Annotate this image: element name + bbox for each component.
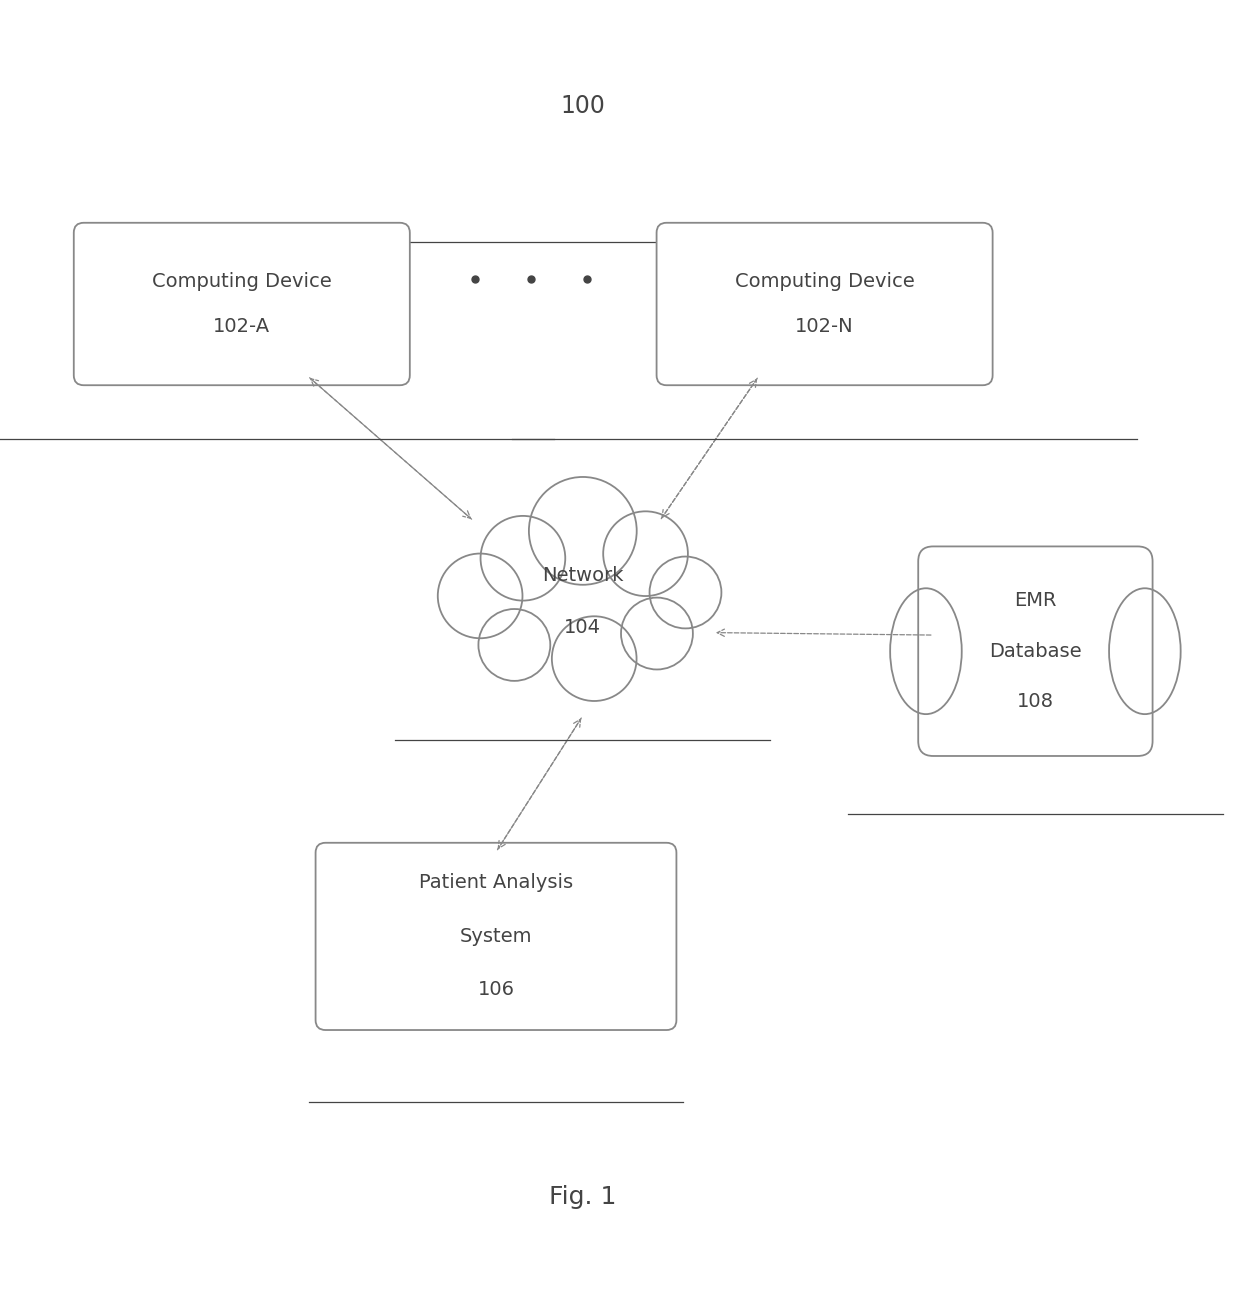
Text: 104: 104: [564, 618, 601, 637]
Circle shape: [650, 556, 722, 628]
Text: Patient Analysis: Patient Analysis: [419, 873, 573, 893]
Circle shape: [481, 516, 565, 601]
Circle shape: [479, 609, 551, 681]
Circle shape: [603, 511, 688, 596]
Text: EMR: EMR: [1014, 591, 1056, 610]
Text: 108: 108: [1017, 691, 1054, 711]
FancyBboxPatch shape: [657, 223, 993, 386]
Text: 100: 100: [560, 94, 605, 117]
Text: Database: Database: [990, 641, 1081, 660]
Text: Fig. 1: Fig. 1: [549, 1184, 616, 1209]
FancyBboxPatch shape: [315, 842, 677, 1029]
FancyBboxPatch shape: [74, 223, 409, 386]
Circle shape: [621, 597, 693, 670]
Circle shape: [529, 477, 636, 584]
Text: System: System: [460, 928, 532, 946]
FancyBboxPatch shape: [918, 547, 1153, 756]
Text: Network: Network: [542, 566, 624, 586]
Text: 102-N: 102-N: [795, 317, 854, 337]
Circle shape: [552, 617, 636, 700]
Text: Computing Device: Computing Device: [735, 272, 914, 290]
Text: 106: 106: [477, 980, 515, 1000]
Circle shape: [438, 553, 522, 639]
Text: 102-A: 102-A: [213, 317, 270, 337]
Text: Computing Device: Computing Device: [153, 272, 331, 290]
